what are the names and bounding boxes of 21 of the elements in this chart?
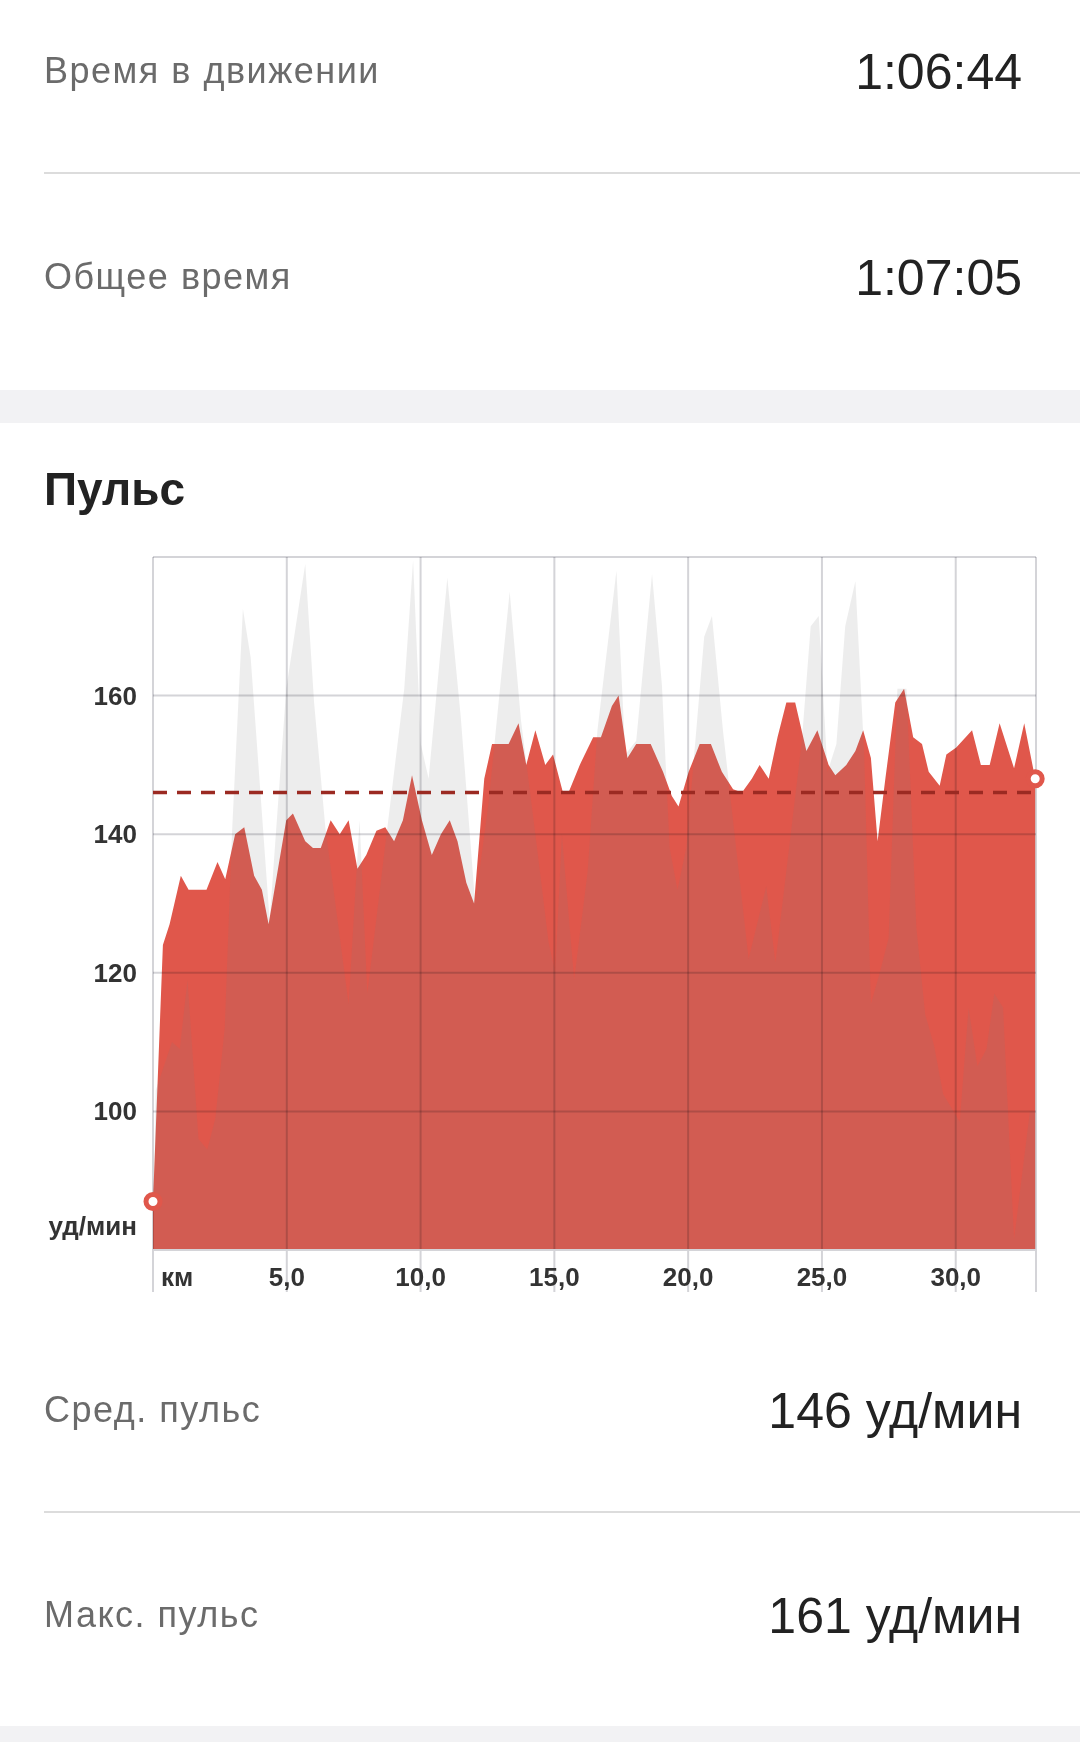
y-tick-label: 160 [93,680,137,711]
y-tick-label: 140 [93,819,137,850]
text: 1:07:05 [855,250,1022,306]
text: 1:06:44 [855,44,1022,100]
x-tick-label: 20,0 [662,1262,714,1292]
y-axis-title: уд/мин [48,1211,137,1241]
x-tick-label: 15,0 [529,1262,580,1292]
text: 161 уд/мин [768,1588,1022,1644]
x-axis-title: км [161,1262,194,1292]
chart-title: Пульс [44,463,186,515]
x-tick-label: 25,0 [796,1262,848,1292]
x-tick-label: 5,0 [268,1262,305,1292]
y-tick-label: 120 [93,957,137,988]
y-tick-label: 100 [93,1096,137,1127]
text: Макс. пульс [44,1594,260,1635]
text: Общее время [44,256,292,297]
text: Сред. пульс [44,1389,262,1430]
x-tick-label: 30,0 [930,1262,982,1292]
text: Время в движении [44,50,380,91]
text: 146 уд/мин [768,1383,1022,1439]
x-tick-label: 10,0 [395,1262,446,1292]
